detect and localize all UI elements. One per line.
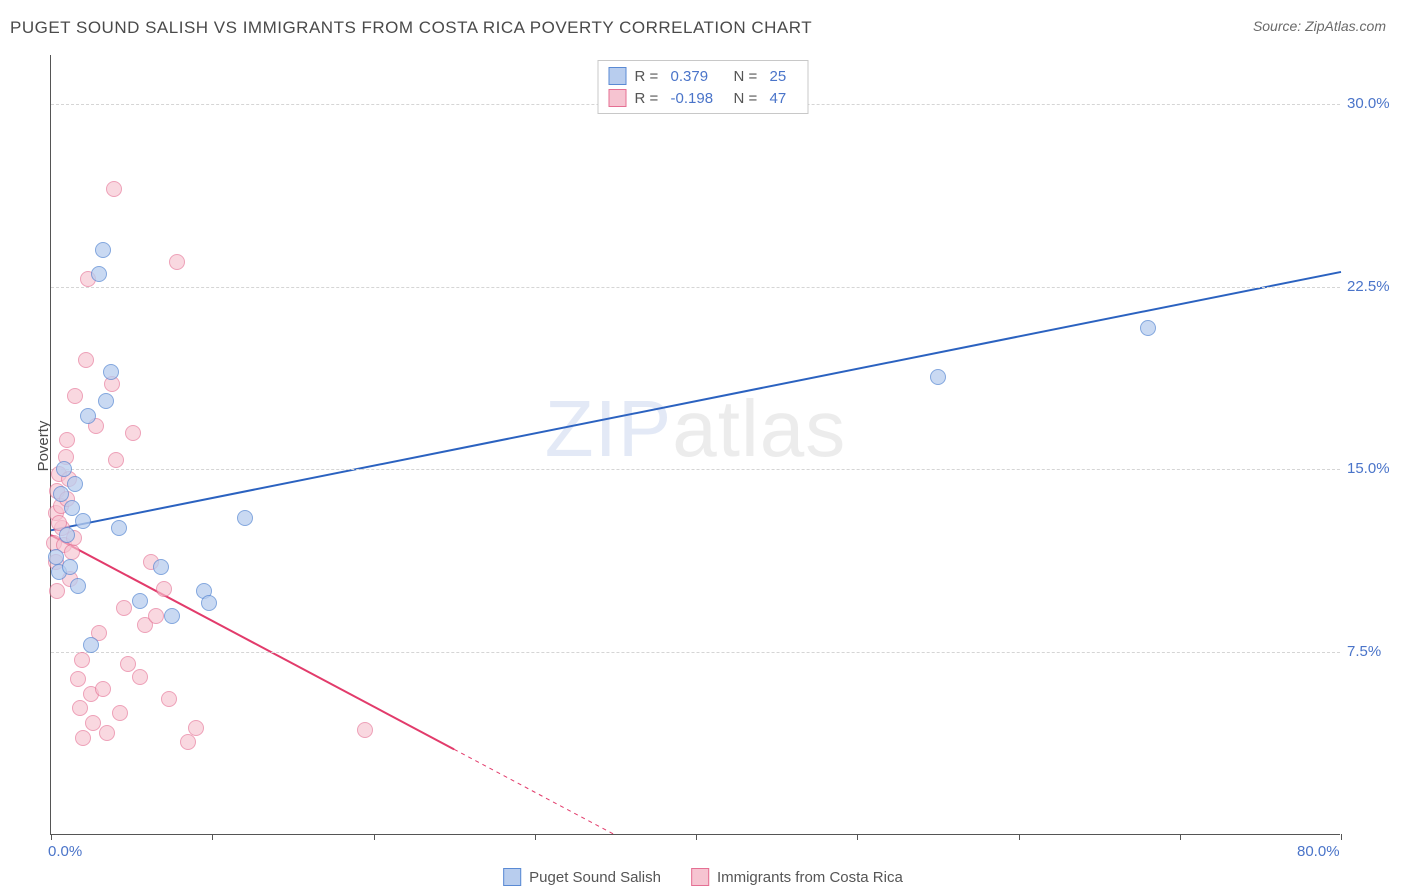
regression-line <box>51 272 1341 530</box>
data-point <box>125 425 141 441</box>
data-point <box>116 600 132 616</box>
gridline <box>51 652 1340 653</box>
gridline <box>51 469 1340 470</box>
data-point <box>132 593 148 609</box>
watermark: ZIPatlas <box>545 383 846 475</box>
data-point <box>164 608 180 624</box>
data-point <box>106 181 122 197</box>
r-value-a: 0.379 <box>671 68 726 85</box>
n-label: N = <box>734 68 762 85</box>
data-point <box>103 364 119 380</box>
swatch-b-icon <box>609 89 627 107</box>
data-point <box>56 461 72 477</box>
y-tick-label: 22.5% <box>1347 278 1402 295</box>
x-tick <box>857 834 858 840</box>
data-point <box>95 681 111 697</box>
legend-row-a: R = 0.379 N = 25 <box>609 65 798 87</box>
plot-area: ZIPatlas 7.5%15.0%22.5%30.0%0.0%80.0% <box>50 55 1340 835</box>
data-point <box>188 720 204 736</box>
n-value-b: 47 <box>770 90 798 107</box>
legend-label-a: Puget Sound Salish <box>529 869 661 886</box>
swatch-a-icon <box>609 67 627 85</box>
data-point <box>59 432 75 448</box>
x-tick-label: 0.0% <box>48 843 82 860</box>
data-point <box>180 734 196 750</box>
data-point <box>169 254 185 270</box>
data-point <box>74 652 90 668</box>
data-point <box>111 520 127 536</box>
gridline <box>51 287 1340 288</box>
legend-item-b: Immigrants from Costa Rica <box>691 868 903 886</box>
data-point <box>48 549 64 565</box>
legend-row-b: R = -0.198 N = 47 <box>609 87 798 109</box>
regression-line <box>51 535 454 749</box>
data-point <box>357 722 373 738</box>
data-point <box>98 393 114 409</box>
data-point <box>99 725 115 741</box>
data-point <box>70 578 86 594</box>
series-legend: Puget Sound Salish Immigrants from Costa… <box>503 868 903 886</box>
legend-label-b: Immigrants from Costa Rica <box>717 869 903 886</box>
data-point <box>53 486 69 502</box>
data-point <box>49 583 65 599</box>
data-point <box>91 266 107 282</box>
data-point <box>112 705 128 721</box>
x-tick <box>374 834 375 840</box>
r-label: R = <box>635 90 663 107</box>
source-label: Source: ZipAtlas.com <box>1253 18 1386 34</box>
correlation-legend: R = 0.379 N = 25 R = -0.198 N = 47 <box>598 60 809 114</box>
data-point <box>132 669 148 685</box>
y-tick-label: 15.0% <box>1347 460 1402 477</box>
data-point <box>78 352 94 368</box>
data-point <box>75 730 91 746</box>
legend-item-a: Puget Sound Salish <box>503 868 661 886</box>
swatch-b-icon <box>691 868 709 886</box>
r-value-b: -0.198 <box>671 90 726 107</box>
data-point <box>156 581 172 597</box>
data-point <box>72 700 88 716</box>
data-point <box>1140 320 1156 336</box>
n-label: N = <box>734 90 762 107</box>
y-tick-label: 30.0% <box>1347 95 1402 112</box>
data-point <box>64 544 80 560</box>
r-label: R = <box>635 68 663 85</box>
data-point <box>201 595 217 611</box>
chart-title: PUGET SOUND SALISH VS IMMIGRANTS FROM CO… <box>10 18 812 37</box>
data-point <box>59 527 75 543</box>
data-point <box>80 408 96 424</box>
data-point <box>67 476 83 492</box>
regression-line <box>454 749 615 835</box>
data-point <box>67 388 83 404</box>
swatch-a-icon <box>503 868 521 886</box>
x-tick-label: 80.0% <box>1297 843 1340 860</box>
data-point <box>85 715 101 731</box>
data-point <box>161 691 177 707</box>
x-tick <box>51 834 52 840</box>
data-point <box>148 608 164 624</box>
n-value-a: 25 <box>770 68 798 85</box>
x-tick <box>1019 834 1020 840</box>
x-tick <box>696 834 697 840</box>
data-point <box>95 242 111 258</box>
data-point <box>930 369 946 385</box>
y-tick-label: 7.5% <box>1347 643 1402 660</box>
data-point <box>153 559 169 575</box>
data-point <box>83 637 99 653</box>
x-tick <box>535 834 536 840</box>
data-point <box>62 559 78 575</box>
x-tick <box>1180 834 1181 840</box>
data-point <box>108 452 124 468</box>
data-point <box>70 671 86 687</box>
x-tick <box>1341 834 1342 840</box>
data-point <box>75 513 91 529</box>
x-tick <box>212 834 213 840</box>
data-point <box>237 510 253 526</box>
